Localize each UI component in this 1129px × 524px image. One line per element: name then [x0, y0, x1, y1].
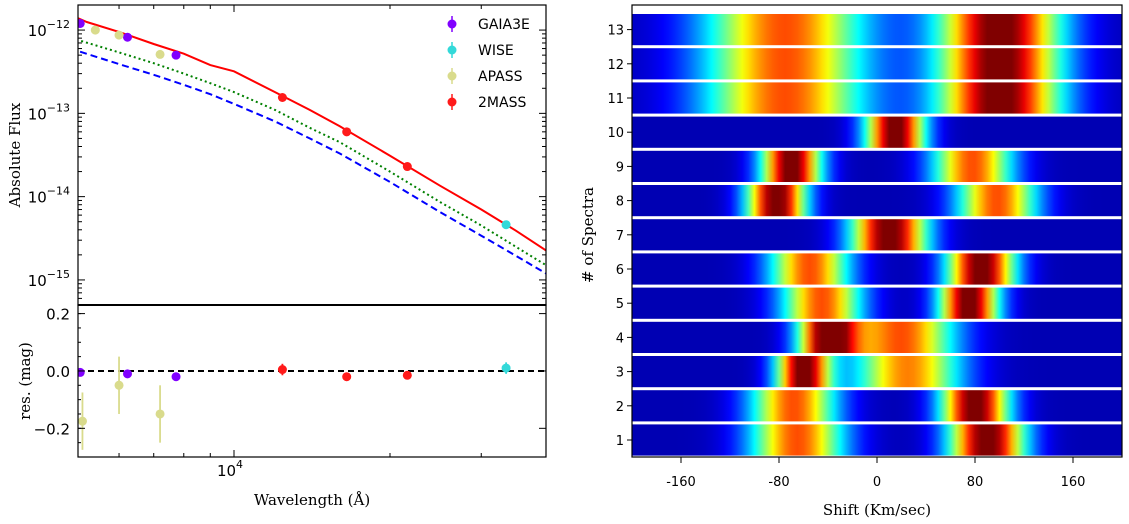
legend-marker	[447, 71, 457, 81]
ccf-row-3	[632, 356, 1122, 388]
sed-point-apass	[90, 25, 100, 35]
legend-label: GAIA3E	[478, 17, 530, 33]
sed-panel: 10−12 10−13 10−14 10−15 GAIA3E WISE APASS 2MAS…	[6, 4, 547, 306]
sed-y-ticks: 10−12 10−13 10−14 10−15	[28, 4, 546, 306]
legend-label: 2MASS	[478, 95, 526, 111]
ccf-y-tick-label: 2	[616, 400, 624, 415]
residual-point-gaia3e	[171, 372, 181, 382]
ccf-row-1	[632, 424, 1122, 456]
residual-data-points	[62, 339, 582, 450]
residual-panel: 0.2 0.0 −0.2 104 res. (mag) Wavelength (Å)	[16, 5, 582, 509]
legend-marker	[447, 19, 457, 29]
ccf-y-tick-label: 13	[607, 24, 624, 39]
ccf-y-tick-label: 9	[616, 160, 624, 175]
residual-x-ticks: 104	[77, 5, 547, 480]
sed-x-tick-label: 104	[217, 458, 243, 480]
ccf-y-tick-label: 8	[616, 195, 624, 210]
sed-point-2mass	[277, 93, 287, 103]
ccf-x-tick-label: -80	[768, 475, 789, 490]
ccf-row-8	[632, 185, 1122, 217]
sed-point-gaia3e	[171, 50, 181, 60]
sed-point-wise	[501, 220, 511, 230]
residual-y-tick-label: −0.2	[34, 420, 70, 438]
sed-point-2mass	[342, 127, 352, 137]
sed-x-axis-label: Wavelength (Å)	[254, 491, 370, 509]
ccf-plot-frame	[631, 4, 1123, 458]
sed-y-tick-label: 10−13	[28, 101, 70, 123]
ccf-row-13	[632, 14, 1122, 46]
sed-y-tick-label: 10−15	[28, 268, 70, 290]
sed-legend: GAIA3E WISE APASS 2MASS	[447, 16, 530, 111]
residual-point-wise	[501, 363, 511, 373]
ccf-y-tick-label: 5	[616, 297, 624, 312]
ccf-row-5	[632, 287, 1122, 319]
sed-point-apass	[155, 49, 165, 59]
residual-point-gaia3e	[122, 369, 132, 379]
residual-point-apass	[155, 409, 165, 419]
legend-marker	[447, 97, 457, 107]
sed-point-apass	[45, 9, 54, 18]
ccf-y-tick-label: 12	[607, 58, 624, 73]
residual-point-apass	[114, 380, 124, 390]
ccf-y-axis-label: # of Spectra	[579, 187, 597, 283]
residual-point-2mass	[402, 370, 412, 380]
sed-point-2mass	[402, 162, 412, 172]
legend-item-gaia3e: GAIA3E	[447, 16, 530, 33]
ccf-row-11	[632, 82, 1122, 114]
model-curve-dashed	[78, 49, 546, 275]
ccf-y-tick-label: 10	[607, 126, 624, 141]
ccf-row-12	[632, 48, 1122, 80]
legend-item-2mass: 2MASS	[447, 94, 526, 111]
legend-label: WISE	[478, 43, 514, 59]
residual-point-2mass	[342, 372, 352, 382]
residual-y-ticks: 0.2 0.0 −0.2	[34, 306, 546, 458]
ccf-x-ticks: -160 -80 0 80 160	[666, 457, 1085, 490]
ccf-y-tick-label: 11	[607, 92, 624, 107]
residual-point-apass	[78, 416, 87, 426]
ccf-row-9	[632, 150, 1122, 182]
ccf-y-tick-label: 4	[616, 331, 624, 346]
sed-y-tick-label: 10−14	[28, 185, 70, 207]
residual-point-wise	[573, 371, 582, 380]
ccf-row-2	[632, 390, 1122, 422]
sed-y-tick-label: 10−12	[28, 18, 70, 40]
residual-point-2mass	[277, 365, 287, 375]
residual-y-axis-label: res. (mag)	[16, 342, 34, 420]
residual-point-apass	[62, 339, 71, 348]
ccf-y-tick-label: 3	[616, 366, 624, 381]
sed-point-gaia3e	[122, 32, 132, 42]
residual-point-gaia3e	[78, 367, 85, 377]
sed-plot-frame	[77, 4, 547, 306]
ccf-y-tick-label: 6	[616, 263, 624, 278]
residual-y-tick-label: 0.0	[46, 363, 70, 381]
ccf-rows	[632, 14, 1122, 456]
residual-y-tick-label: 0.2	[46, 306, 70, 324]
sed-y-axis-label: Absolute Flux	[6, 102, 24, 208]
sed-model-curves	[78, 17, 546, 275]
ccf-row-7	[632, 219, 1122, 251]
legend-label: APASS	[478, 69, 523, 85]
ccf-y-tick-label: 7	[616, 229, 624, 244]
model-curve-dotted	[78, 38, 546, 267]
sed-data-points	[45, 9, 511, 230]
residual-plot-frame	[77, 304, 547, 458]
model-curve-solid	[78, 17, 546, 252]
sed-point-apass	[114, 30, 124, 40]
ccf-row-10	[632, 116, 1122, 148]
ccf-row-4	[632, 321, 1122, 353]
ccf-x-tick-label: 0	[873, 475, 881, 490]
ccf-x-tick-label: 160	[1061, 475, 1086, 490]
ccf-x-tick-label: 80	[967, 475, 984, 490]
legend-item-wise: WISE	[447, 42, 514, 59]
ccf-x-tick-label: -160	[666, 475, 696, 490]
sed-point-gaia3e	[78, 18, 85, 28]
legend-marker	[447, 45, 457, 55]
ccf-x-axis-label: Shift (Km/sec)	[823, 501, 931, 519]
legend-item-apass: APASS	[447, 68, 523, 85]
ccf-row-6	[632, 253, 1122, 285]
ccf-y-tick-label: 1	[616, 434, 624, 449]
